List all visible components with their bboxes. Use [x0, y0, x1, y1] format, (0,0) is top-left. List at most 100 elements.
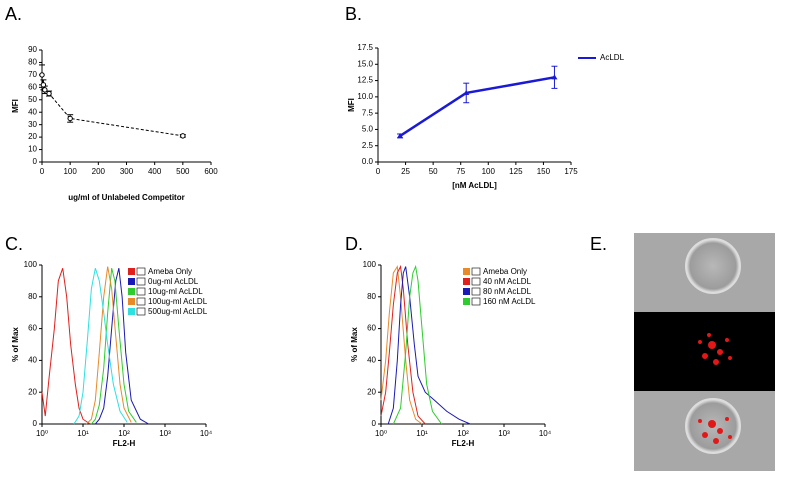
legend-swatch [128, 278, 135, 285]
y-tick-label: 15.0 [357, 59, 373, 68]
x-tick-label: 50 [429, 167, 438, 176]
panel-label: B. [345, 4, 362, 24]
y-tick-label: 20 [28, 387, 37, 396]
x-tick-label: 175 [564, 167, 578, 176]
legend-label: 40 nM AcLDL [483, 277, 532, 286]
marker [551, 74, 558, 80]
x-tick-label: 75 [456, 167, 465, 176]
x-tick-label: 10¹ [77, 429, 89, 438]
legend-swatch [128, 268, 135, 275]
legend-label: 0ug-ml AcLDL [148, 277, 199, 286]
x-tick-label: 200 [92, 167, 106, 176]
cell [685, 238, 741, 294]
x-tick-label: 10² [457, 429, 469, 438]
y-tick-label: 2.5 [362, 141, 374, 150]
y-tick-label: 50 [28, 95, 37, 104]
series-line [392, 264, 442, 425]
legend-label: 100ug-ml AcLDL [148, 297, 208, 306]
y-tick-label: 80 [28, 292, 37, 301]
x-tick-label: 125 [509, 167, 523, 176]
x-tick-label: 10⁰ [36, 429, 48, 438]
legend-swatch [463, 278, 470, 285]
y-axis-label: % of Max [350, 327, 359, 362]
series-line [399, 76, 555, 137]
x-tick-label: 10³ [159, 429, 171, 438]
marker [67, 115, 73, 122]
series-line [94, 268, 149, 425]
marker [40, 82, 47, 88]
y-tick-label: 12.5 [357, 76, 373, 85]
legend-icon [471, 277, 481, 286]
y-tick-label: 20 [367, 387, 376, 396]
panel-label: D. [345, 234, 363, 254]
legend-label: Ameba Only [148, 267, 192, 276]
marker [39, 72, 45, 78]
y-tick-label: 0 [33, 419, 38, 428]
series-line [380, 264, 426, 425]
x-tick-label: 25 [401, 167, 410, 176]
legend-icon [136, 307, 146, 316]
legend-icon [136, 287, 146, 296]
legend-label: Ameba Only [483, 267, 527, 276]
x-tick-label: 10⁴ [200, 429, 213, 438]
x-axis-label: [nM AcLDL] [452, 181, 497, 190]
x-tick-label: 0 [376, 167, 381, 176]
x-tick-label: 600 [204, 167, 218, 176]
x-axis-label: FL2-H [452, 439, 475, 448]
y-tick-label: 10 [28, 145, 37, 154]
series-line [85, 266, 132, 425]
legend-label: AcLDL [600, 53, 625, 62]
y-tick-label: 60 [28, 82, 37, 91]
marker [180, 133, 186, 139]
marker [463, 89, 470, 95]
y-tick-label: 0 [33, 157, 38, 166]
y-tick-label: 30 [28, 120, 37, 129]
series-line [380, 265, 423, 425]
microscopy-images [634, 233, 775, 471]
panel-label: A. [5, 4, 22, 24]
fluorescent-spots [698, 333, 732, 365]
legend-label: 500ug-ml AcLDL [148, 307, 208, 316]
x-tick-label: 0 [40, 167, 45, 176]
legend-swatch [463, 288, 470, 295]
series-line [41, 268, 91, 425]
y-axis-label: MFI [347, 98, 356, 112]
legend-swatch [463, 268, 470, 275]
y-tick-label: 100 [363, 260, 377, 269]
fluorescent-spots [698, 417, 732, 444]
x-tick-label: 10³ [498, 429, 510, 438]
legend-swatch [128, 288, 135, 295]
y-axis-label: % of Max [11, 327, 20, 362]
y-tick-label: 7.5 [362, 108, 374, 117]
legend-label: 10ug-ml AcLDL [148, 287, 203, 296]
x-tick-label: 10⁰ [375, 429, 387, 438]
y-tick-label: 90 [28, 45, 37, 54]
y-tick-label: 20 [28, 132, 37, 141]
y-tick-label: 100 [24, 260, 38, 269]
x-tick-label: 500 [176, 167, 190, 176]
x-tick-label: 300 [120, 167, 134, 176]
x-axis-label: ug/ml of Unlabeled Competitor [68, 193, 184, 202]
y-axis-label: MFI [11, 99, 20, 113]
panel-label: E. [590, 234, 607, 254]
y-tick-label: 60 [367, 324, 376, 333]
legend-icon [471, 287, 481, 296]
legend-swatch [128, 308, 135, 315]
x-tick-label: 10² [118, 429, 130, 438]
series-line [41, 74, 183, 137]
x-tick-label: 10⁴ [539, 429, 552, 438]
y-tick-label: 0.0 [362, 157, 374, 166]
fluorescence-image [634, 312, 775, 391]
x-tick-label: 100 [482, 167, 496, 176]
y-tick-label: 40 [28, 356, 37, 365]
y-tick-label: 5.0 [362, 125, 374, 134]
legend-label: 160 nM AcLDL [483, 297, 536, 306]
y-tick-label: 10.0 [357, 92, 373, 101]
legend-swatch [463, 298, 470, 305]
marker [46, 90, 52, 97]
y-tick-label: 80 [28, 58, 37, 67]
x-tick-label: 10¹ [416, 429, 428, 438]
panel-label: C. [5, 234, 23, 254]
series-line [387, 266, 471, 425]
legend-label: 80 nM AcLDL [483, 287, 532, 296]
